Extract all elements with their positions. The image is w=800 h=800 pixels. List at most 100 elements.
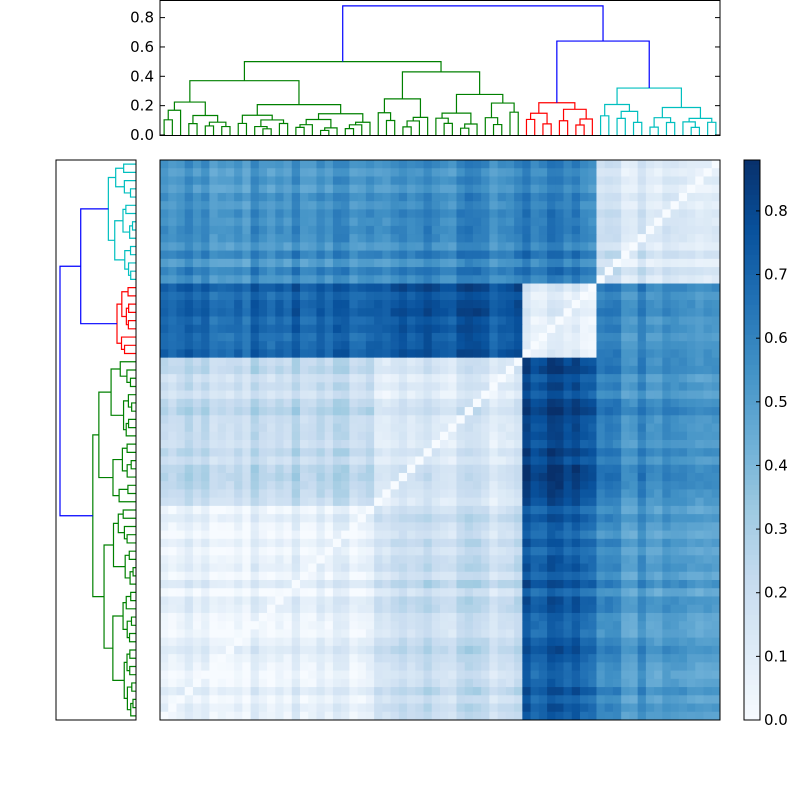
heatmap-cell [645, 645, 655, 655]
heatmap-cell [621, 184, 630, 194]
heatmap-cell [596, 407, 606, 416]
heatmap-cell [505, 555, 515, 564]
heatmap-cell [514, 571, 523, 581]
dendrogram-link-root [59, 265, 93, 517]
heatmap-cell [547, 678, 556, 688]
heatmap-cell [604, 242, 614, 251]
heatmap-cell [637, 497, 647, 507]
heatmap-cell [604, 423, 614, 433]
dendrogram-link-green [129, 649, 136, 659]
heatmap-cell [703, 505, 713, 515]
heatmap-cell [580, 604, 589, 614]
heatmap-cell [687, 300, 696, 309]
heatmap-cell [324, 365, 334, 375]
heatmap-cell [489, 654, 499, 663]
dendrogram-link-cyan [661, 106, 702, 119]
heatmap-cell [678, 365, 688, 375]
heatmap-cell [234, 514, 243, 523]
heatmap-cell [201, 407, 210, 416]
dendrogram-link-green [324, 127, 338, 135]
heatmap-cell [547, 612, 556, 622]
heatmap-cell [168, 275, 177, 284]
heatmap-cell [637, 580, 647, 589]
heatmap-cell [423, 217, 433, 227]
heatmap-cell [703, 563, 713, 573]
heatmap-cell [637, 423, 647, 433]
heatmap-cell [563, 258, 573, 268]
heatmap-cell [250, 234, 260, 243]
heatmap-cell [365, 678, 375, 688]
heatmap-cell [612, 374, 622, 383]
heatmap-cell [695, 382, 704, 391]
heatmap-cell [522, 275, 531, 284]
heatmap-cell [415, 563, 424, 573]
heatmap-cell [423, 225, 433, 235]
heatmap-cell [176, 209, 186, 219]
heatmap-cell [505, 497, 515, 507]
heatmap-cell [250, 497, 260, 507]
heatmap-cell [176, 670, 186, 680]
heatmap-cell [448, 390, 457, 400]
heatmap-cell [398, 308, 408, 317]
heatmap-cell [168, 234, 177, 243]
heatmap-cell [407, 472, 416, 482]
colorbar-segment [744, 685, 760, 691]
heatmap-cell [580, 431, 589, 441]
heatmap-cell [398, 382, 408, 391]
heatmap-cell [258, 481, 268, 490]
heatmap-cell [242, 258, 251, 268]
heatmap-cell [225, 209, 235, 219]
heatmap-cell [217, 621, 227, 630]
heatmap-cell [324, 695, 334, 704]
heatmap-cell [678, 209, 688, 219]
heatmap-cell [629, 456, 639, 466]
heatmap-cell [481, 357, 490, 367]
heatmap-cell [201, 604, 210, 614]
heatmap-cell [382, 267, 391, 276]
heatmap-cell [514, 398, 523, 408]
colorbar-segment [744, 575, 760, 581]
heatmap-cell [234, 324, 243, 334]
heatmap-cell [308, 390, 317, 400]
heatmap-cell [629, 596, 639, 606]
heatmap-cell [645, 571, 655, 581]
heatmap-cell [316, 604, 326, 614]
heatmap-cell [217, 415, 227, 424]
heatmap-cell [678, 242, 688, 251]
heatmap-cell [563, 242, 573, 251]
heatmap-cell [662, 332, 671, 342]
heatmap-cell [267, 407, 276, 416]
heatmap-cell [514, 300, 523, 309]
heatmap-cell [291, 695, 301, 704]
heatmap-cell [324, 703, 334, 713]
heatmap-cell [258, 464, 268, 474]
heatmap-cell [571, 464, 581, 474]
heatmap-cell [662, 555, 671, 564]
heatmap-cell [407, 390, 416, 400]
heatmap-cell [481, 275, 490, 284]
heatmap-cell [407, 160, 416, 169]
heatmap-cell [217, 563, 227, 573]
heatmap-cell [703, 160, 713, 169]
heatmap-cell [275, 209, 284, 219]
heatmap-cell [431, 341, 441, 350]
heatmap-cell [621, 440, 630, 449]
dendrogram-link-green [295, 126, 305, 135]
heatmap-cell [176, 456, 186, 466]
heatmap-cell [654, 448, 663, 457]
heatmap-cell [374, 217, 383, 227]
dendrogram-link-red [525, 118, 536, 135]
heatmap-cell [464, 234, 474, 243]
heatmap-cell [481, 258, 490, 268]
heatmap-cell [563, 415, 573, 424]
heatmap-cell [588, 431, 597, 441]
heatmap-cell [612, 250, 622, 260]
heatmap-cell [481, 415, 490, 424]
heatmap-cell [300, 612, 309, 622]
heatmap-cell [621, 588, 630, 597]
heatmap-cell [398, 407, 408, 416]
heatmap-cell [407, 415, 416, 424]
heatmap-cell [192, 538, 202, 548]
heatmap-cell [332, 234, 342, 243]
heatmap-cell [571, 530, 581, 540]
